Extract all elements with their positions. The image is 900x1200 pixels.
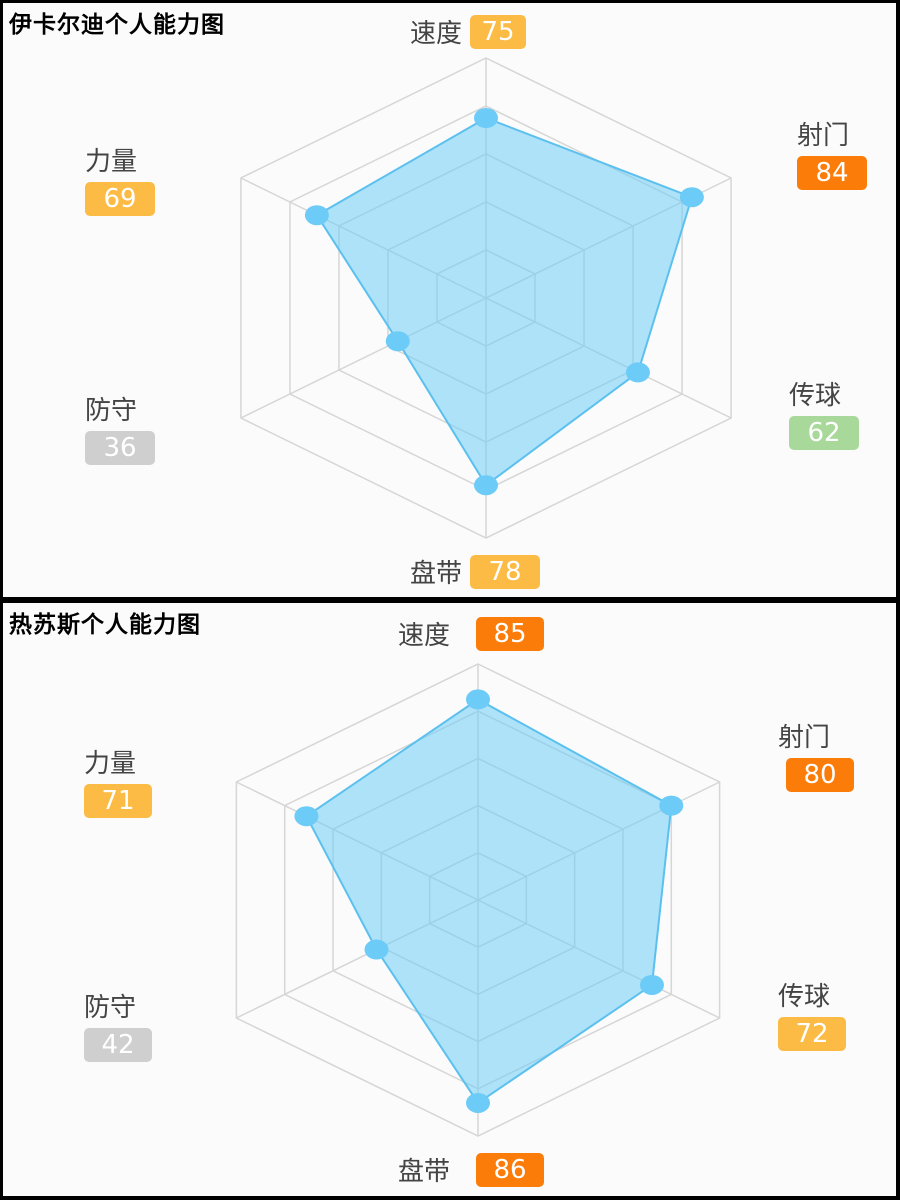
- axis-label-speed: 速度 75: [410, 13, 527, 50]
- value-badge: 80: [786, 758, 854, 792]
- value-badge: 72: [778, 1017, 846, 1051]
- data-point: [385, 331, 410, 352]
- value-badge: 36: [85, 431, 155, 465]
- axis-name: 盘带: [410, 559, 463, 589]
- data-point: [474, 108, 498, 128]
- data-point: [625, 362, 650, 383]
- value-badge: 78: [470, 554, 541, 589]
- data-area: [305, 698, 673, 1105]
- axis-label-dribbling: 盘带 78: [410, 553, 541, 590]
- axis-label-shooting: 射门 84: [797, 115, 867, 190]
- data-point: [639, 974, 664, 995]
- chart-panel-icardi: 伊卡尔迪个人能力图 速度 75 射门 84 传球 62 盘带 78 防守 36 …: [3, 3, 896, 597]
- axis-label-speed: 速度 85: [398, 615, 545, 652]
- axis-label-strength: 力量 71: [84, 743, 152, 818]
- axis-label-defense: 防守 36: [85, 390, 155, 465]
- axis-name: 防守: [84, 993, 137, 1023]
- axis-name: 速度: [410, 19, 463, 49]
- chart-panel-jesus: 热苏斯个人能力图 速度 85 射门 80 传球 72 盘带 86 防守 42 力…: [3, 603, 896, 1196]
- data-point: [474, 475, 498, 496]
- value-badge: 62: [789, 416, 859, 450]
- data-area: [315, 116, 694, 487]
- axis-name: 防守: [85, 396, 138, 426]
- axis-name: 盘带: [398, 1157, 451, 1187]
- value-badge: 84: [797, 156, 867, 190]
- value-badge: 86: [476, 1152, 545, 1187]
- data-point: [294, 806, 319, 827]
- axis-label-defense: 防守 42: [84, 987, 152, 1062]
- axis-name: 速度: [398, 621, 451, 651]
- data-point: [364, 939, 389, 960]
- data-point: [304, 205, 329, 226]
- radar-chart-jesus: [235, 663, 721, 1137]
- axis-label-strength: 力量 69: [85, 141, 155, 216]
- data-point: [466, 1092, 490, 1113]
- chart-title: 伊卡尔迪个人能力图: [9, 11, 225, 38]
- radar-chart-icardi: [240, 57, 732, 539]
- axis-name: 射门: [778, 723, 831, 753]
- value-badge: 42: [84, 1028, 152, 1062]
- axis-name: 传球: [778, 982, 831, 1012]
- axis-label-passing: 传球 62: [789, 375, 859, 450]
- data-point: [679, 187, 704, 208]
- data-point: [659, 795, 684, 816]
- axis-name: 力量: [84, 749, 137, 779]
- axis-label-shooting: 射门 80: [778, 717, 854, 792]
- axis-name: 传球: [789, 381, 842, 411]
- axis-name: 射门: [797, 121, 850, 151]
- axis-label-dribbling: 盘带 86: [398, 1151, 545, 1188]
- data-point: [466, 689, 490, 710]
- value-badge: 71: [84, 784, 152, 818]
- axis-label-passing: 传球 72: [778, 976, 846, 1051]
- value-badge: 69: [85, 182, 155, 216]
- chart-title: 热苏斯个人能力图: [9, 611, 201, 638]
- value-badge: 75: [470, 14, 527, 49]
- value-badge: 85: [476, 616, 545, 651]
- axis-name: 力量: [85, 147, 138, 177]
